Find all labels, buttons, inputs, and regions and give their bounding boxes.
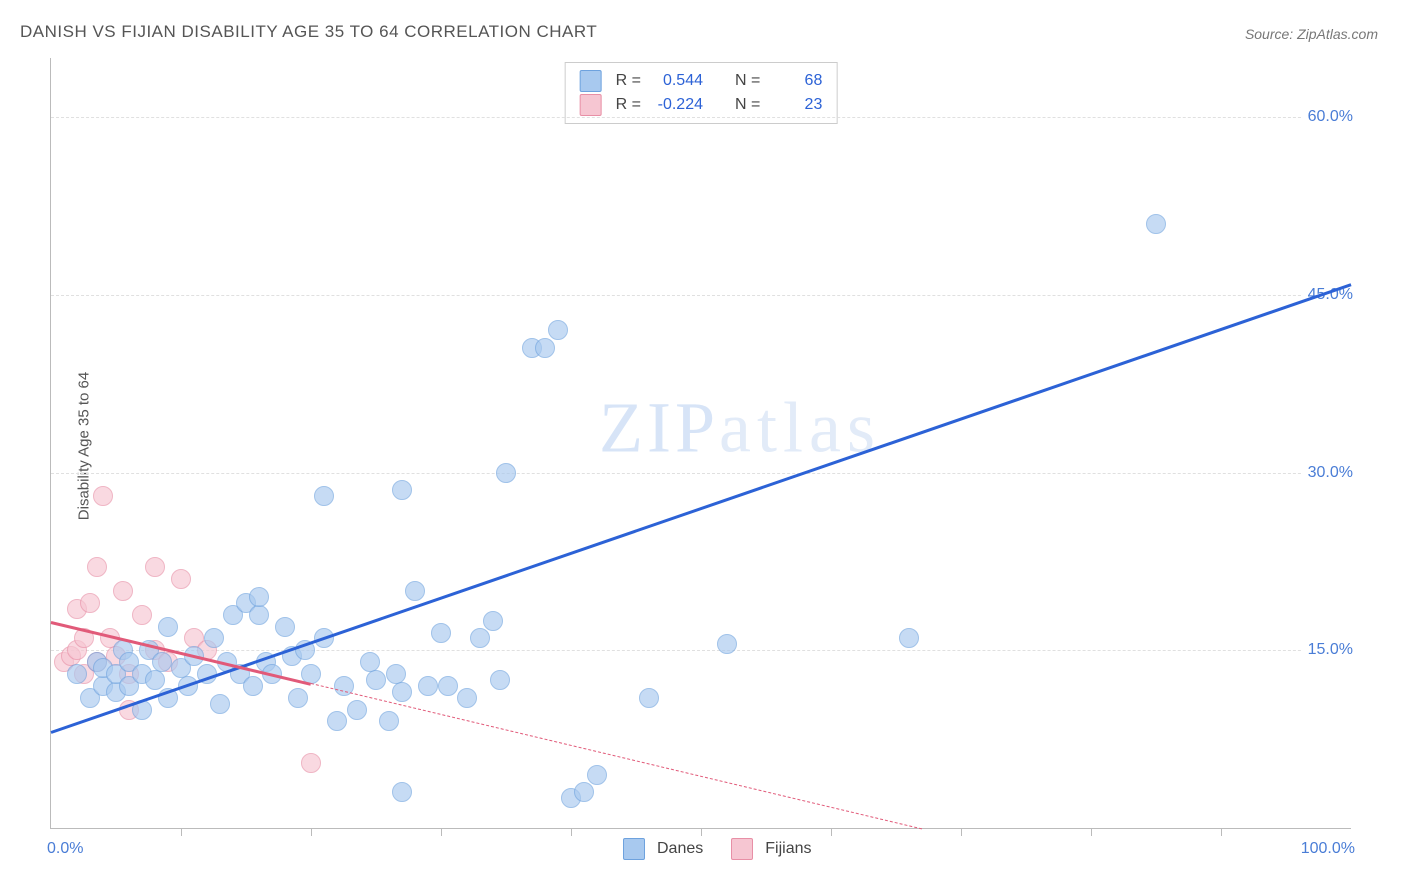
scatter-point	[314, 486, 334, 506]
scatter-point	[379, 711, 399, 731]
y-tick-label: 15.0%	[1302, 641, 1353, 659]
source-prefix: Source:	[1245, 26, 1297, 42]
r-label: R =	[616, 93, 641, 117]
watermark: ZIPatlas	[599, 386, 881, 469]
scatter-point	[301, 753, 321, 773]
x-axis-min-label: 0.0%	[47, 840, 83, 858]
scatter-point	[93, 486, 113, 506]
scatter-plot: ZIPatlas R = 0.544 N = 68 R = -0.224 N =…	[50, 58, 1351, 829]
scatter-point	[548, 320, 568, 340]
gridline	[51, 117, 1351, 118]
scatter-point	[574, 782, 594, 802]
scatter-point	[171, 569, 191, 589]
source-attribution: Source: ZipAtlas.com	[1245, 26, 1378, 42]
swatch-fijians-icon	[731, 838, 753, 860]
gridline	[51, 650, 1351, 651]
series-legend: Danes Fijians	[623, 838, 811, 860]
r-value-fijians: -0.224	[651, 93, 703, 117]
x-tick	[441, 828, 442, 836]
trend-line	[51, 283, 1352, 734]
scatter-point	[158, 617, 178, 637]
scatter-point	[490, 670, 510, 690]
x-tick	[961, 828, 962, 836]
scatter-point	[249, 605, 269, 625]
scatter-point	[87, 557, 107, 577]
scatter-point	[67, 664, 87, 684]
n-label: N =	[735, 93, 760, 117]
x-tick	[181, 828, 182, 836]
scatter-point	[431, 623, 451, 643]
legend-row-fijians: R = -0.224 N = 23	[580, 93, 823, 117]
scatter-point	[80, 593, 100, 613]
scatter-point	[496, 463, 516, 483]
legend-item-danes: Danes	[623, 838, 703, 860]
scatter-point	[1146, 214, 1166, 234]
scatter-point	[152, 652, 172, 672]
x-tick	[1221, 828, 1222, 836]
x-tick	[311, 828, 312, 836]
scatter-point	[405, 581, 425, 601]
swatch-fijians	[580, 94, 602, 116]
swatch-danes	[580, 70, 602, 92]
y-tick-label: 30.0%	[1302, 464, 1353, 482]
trend-line	[311, 683, 922, 829]
gridline	[51, 295, 1351, 296]
x-tick	[701, 828, 702, 836]
scatter-point	[288, 688, 308, 708]
correlation-legend: R = 0.544 N = 68 R = -0.224 N = 23	[565, 62, 838, 124]
x-tick	[1091, 828, 1092, 836]
scatter-point	[327, 711, 347, 731]
scatter-point	[275, 617, 295, 637]
series-name-fijians: Fijians	[765, 840, 811, 858]
scatter-point	[392, 782, 412, 802]
scatter-point	[366, 670, 386, 690]
scatter-point	[145, 670, 165, 690]
n-value-fijians: 23	[770, 93, 822, 117]
scatter-point	[113, 581, 133, 601]
scatter-point	[210, 694, 230, 714]
scatter-point	[243, 676, 263, 696]
y-tick-label: 45.0%	[1302, 286, 1353, 304]
swatch-danes-icon	[623, 838, 645, 860]
scatter-point	[639, 688, 659, 708]
scatter-point	[392, 480, 412, 500]
scatter-point	[145, 557, 165, 577]
scatter-point	[587, 765, 607, 785]
x-axis-max-label: 100.0%	[1301, 840, 1355, 858]
watermark-bold: ZIP	[599, 387, 719, 467]
scatter-point	[535, 338, 555, 358]
n-value-danes: 68	[770, 69, 822, 93]
scatter-point	[483, 611, 503, 631]
scatter-point	[392, 682, 412, 702]
scatter-point	[347, 700, 367, 720]
legend-row-danes: R = 0.544 N = 68	[580, 69, 823, 93]
x-tick	[571, 828, 572, 836]
scatter-point	[470, 628, 490, 648]
n-label: N =	[735, 69, 760, 93]
gridline	[51, 473, 1351, 474]
r-value-danes: 0.544	[651, 69, 703, 93]
x-tick	[831, 828, 832, 836]
y-tick-label: 60.0%	[1302, 108, 1353, 126]
scatter-point	[899, 628, 919, 648]
scatter-point	[132, 605, 152, 625]
scatter-point	[457, 688, 477, 708]
scatter-point	[204, 628, 224, 648]
r-label: R =	[616, 69, 641, 93]
scatter-point	[249, 587, 269, 607]
scatter-point	[418, 676, 438, 696]
series-name-danes: Danes	[657, 840, 703, 858]
scatter-point	[717, 634, 737, 654]
legend-item-fijians: Fijians	[731, 838, 811, 860]
scatter-point	[438, 676, 458, 696]
chart-title: DANISH VS FIJIAN DISABILITY AGE 35 TO 64…	[20, 22, 597, 42]
source-name: ZipAtlas.com	[1297, 26, 1378, 42]
